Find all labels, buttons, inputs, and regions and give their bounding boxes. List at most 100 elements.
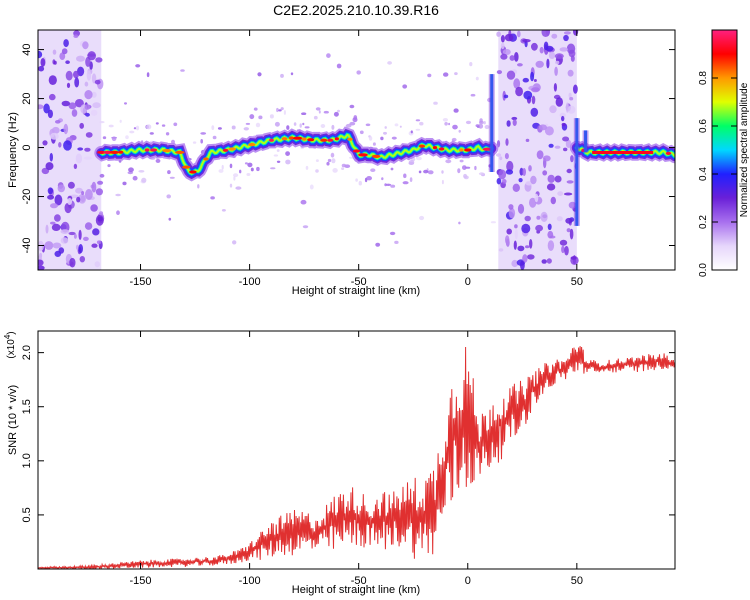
speckle <box>135 125 140 131</box>
broadband-blob <box>547 230 554 239</box>
ridge-hotspot <box>203 157 209 161</box>
broadband-blob <box>92 102 101 109</box>
broadband-blob <box>538 124 548 131</box>
speckle <box>210 196 215 200</box>
broadband-blob <box>60 237 69 244</box>
speckle <box>211 125 215 130</box>
speckle <box>326 161 330 166</box>
broadband-blob <box>555 60 560 65</box>
speckle <box>365 123 371 127</box>
broadband-blob <box>568 92 572 99</box>
speckle <box>359 130 364 135</box>
speckle <box>458 221 461 225</box>
broadband-blob <box>522 39 531 43</box>
broadband-blob <box>54 194 63 206</box>
broadband-blob <box>513 78 521 89</box>
speckle <box>427 170 434 175</box>
broadband-blob <box>517 63 523 67</box>
y-tick-label: 20 <box>21 92 33 104</box>
speckle <box>389 231 396 236</box>
broadband-blob <box>562 136 570 142</box>
speckle <box>402 181 409 185</box>
speckle <box>323 110 329 114</box>
speckle <box>300 199 307 205</box>
speckle <box>99 121 105 124</box>
speckle <box>441 179 444 185</box>
broadband-blob <box>512 183 520 192</box>
broadband-blob <box>87 51 96 61</box>
broadband-blob <box>71 109 78 117</box>
broadband-blob <box>86 70 92 81</box>
broadband-blob <box>47 187 54 195</box>
broadband-blob <box>44 241 54 250</box>
spectrogram-heatmap <box>38 30 675 270</box>
speckle <box>115 193 121 197</box>
speckle <box>448 122 451 126</box>
speckle <box>463 175 469 180</box>
ridge-hotspot <box>665 151 672 155</box>
speckle <box>384 183 387 187</box>
speckle <box>286 125 290 130</box>
y-tick-label: 2.0 <box>21 345 33 360</box>
broadband-blob <box>74 77 80 88</box>
ridge-hotspot <box>458 148 464 152</box>
broadband-blob <box>519 167 524 176</box>
broadband-blob <box>49 152 53 162</box>
snr-panel: -150 -100 -50 0 50 0.5 1.0 1.5 2.0 Height of st… <box>3 330 676 596</box>
x-tick-label: -150 <box>130 575 152 587</box>
ridge-hotspot <box>281 137 288 141</box>
speckle <box>192 141 197 144</box>
broadband-blob <box>65 60 70 64</box>
ridge-hotspot <box>222 148 229 152</box>
broadband-blob <box>531 87 540 93</box>
broadband-blob <box>569 97 574 101</box>
speckle <box>355 178 358 182</box>
broadband-blob <box>535 224 543 232</box>
speckle <box>102 136 107 140</box>
colorbar-tick-label: 0.0 <box>698 263 709 277</box>
speckle <box>315 159 319 163</box>
speckle <box>380 136 384 141</box>
speckle <box>451 137 457 142</box>
broadband-blob <box>75 153 83 164</box>
broadband-blob <box>531 95 536 105</box>
speckle <box>383 131 387 135</box>
broadband-blob <box>75 187 83 194</box>
speckle <box>470 93 476 97</box>
broadband-blob <box>95 188 103 196</box>
broadband-blob <box>564 245 569 256</box>
broadband-blob <box>559 112 566 118</box>
broadband-blob <box>506 228 512 235</box>
broadband-blob <box>67 198 72 205</box>
broadband-blob <box>530 71 535 82</box>
speckle <box>399 125 402 128</box>
broadband-blob <box>543 41 549 51</box>
speckle <box>165 132 170 136</box>
colorbar-gradient <box>712 30 737 270</box>
broadband-blob <box>61 48 68 55</box>
speckle <box>402 84 408 89</box>
x-tick-label: -100 <box>239 575 261 587</box>
speckle <box>418 170 422 174</box>
speckle <box>475 76 479 81</box>
speckle <box>200 132 207 135</box>
speckle <box>445 159 452 164</box>
broadband-blob <box>553 83 558 92</box>
spectrogram-x-axis: -150 -100 -50 0 50 <box>130 30 583 288</box>
ridge-hotspot <box>327 138 334 142</box>
speckle <box>276 107 279 113</box>
y-tick-label: -20 <box>21 189 33 205</box>
speckle <box>167 170 171 175</box>
broadband-blob <box>55 120 61 124</box>
speckle <box>249 114 255 120</box>
broadband-blob <box>503 94 509 99</box>
broadband-blob <box>73 70 79 79</box>
speckle <box>221 209 226 212</box>
speckle <box>116 210 120 215</box>
broadband-blob <box>531 42 538 51</box>
broadband-blob <box>90 109 98 116</box>
broadband-blob <box>496 70 502 75</box>
speckle <box>274 121 280 127</box>
ridge-hotspot <box>418 144 426 148</box>
